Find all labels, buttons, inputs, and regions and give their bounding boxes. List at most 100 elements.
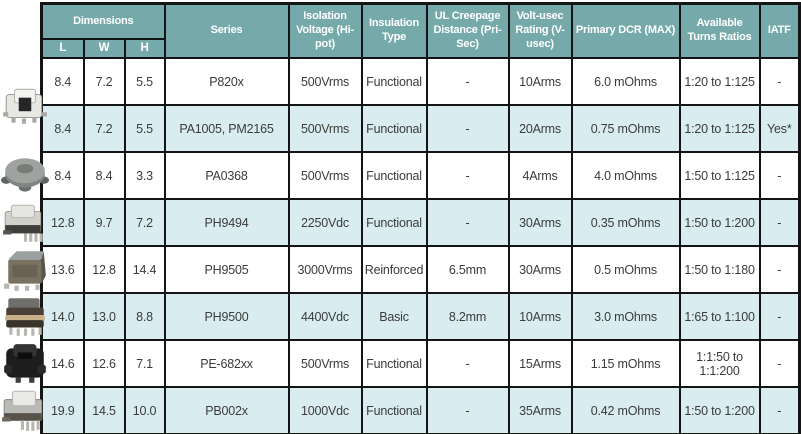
col-header-dimensions: Dimensions xyxy=(40,2,166,40)
cell-creepage: - xyxy=(425,386,510,434)
cell-width: 7.2 xyxy=(82,104,126,153)
cell-insulation: Functional xyxy=(360,386,428,434)
cell-voltusec: 15Arms xyxy=(507,339,573,388)
table-row: 14.6 12.6 7.1 PE-682xx 500Vrms Functiona… xyxy=(40,339,801,388)
stacked-transformer-photo-icon xyxy=(1,292,49,340)
smd-transformer-photo-icon xyxy=(0,386,48,434)
cell-iatf: - xyxy=(758,386,801,434)
cell-iatf: - xyxy=(758,198,801,247)
cell-series: PA0368 xyxy=(163,151,290,200)
cell-isolation: 2250Vdc xyxy=(287,198,363,247)
cell-iatf: - xyxy=(758,151,801,200)
cell-height: 3.3 xyxy=(123,151,166,200)
col-header-volt-usec: Volt-usec Rating (V-usec) xyxy=(507,2,573,59)
cell-insulation: Functional xyxy=(360,151,428,200)
cell-ratios: 1:50 to 1:200 xyxy=(678,198,761,247)
cell-height: 14.4 xyxy=(123,245,166,294)
cell-length: 12.8 xyxy=(40,198,85,247)
cell-dcr: 0.75 mOhms xyxy=(570,104,681,153)
cell-height: 8.8 xyxy=(123,292,166,341)
cell-dcr: 0.5 mOhms xyxy=(570,245,681,294)
cell-voltusec: 30Arms xyxy=(507,198,573,247)
cell-series: PA1005, PM2165 xyxy=(163,104,290,153)
col-header-insulation-type: Insulation Type xyxy=(360,2,428,59)
table-row: 13.6 12.8 14.4 PH9505 3000Vrms Reinforce… xyxy=(40,245,801,294)
cell-isolation: 500Vrms xyxy=(287,151,363,200)
cell-dcr: 0.42 mOhms xyxy=(570,386,681,434)
cell-ratios: 1:20 to 1:125 xyxy=(678,57,761,106)
cell-ratios: 1:20 to 1:125 xyxy=(678,104,761,153)
col-header-turns-ratios: Available Turns Ratios xyxy=(678,2,761,59)
cell-height: 7.2 xyxy=(123,198,166,247)
table-row: 8.4 7.2 5.5 P820x 500Vrms Functional - 1… xyxy=(40,57,801,106)
cell-width: 12.6 xyxy=(82,339,126,388)
cell-width: 7.2 xyxy=(82,57,126,106)
cell-dcr: 0.35 mOhms xyxy=(570,198,681,247)
cell-width: 8.4 xyxy=(82,151,126,200)
table-header: Dimensions Series Isolation Voltage (Hi-… xyxy=(40,2,801,59)
cell-isolation: 1000Vdc xyxy=(287,386,363,434)
col-header-series: Series xyxy=(163,2,290,59)
cell-isolation: 3000Vrms xyxy=(287,245,363,294)
col-header-primary-dcr: Primary DCR (MAX) xyxy=(570,2,681,59)
col-header-width: W xyxy=(82,38,126,59)
cell-length: 8.4 xyxy=(40,104,85,153)
cell-ratios: 1:65 to 1:100 xyxy=(678,292,761,341)
smd-transformer-photo-icon xyxy=(1,82,49,130)
cell-creepage: - xyxy=(425,339,510,388)
smd-transformer-photo-icon xyxy=(2,246,50,294)
cell-isolation: 4400Vdc xyxy=(287,292,363,341)
cell-voltusec: 10Arms xyxy=(507,57,573,106)
table-row: 14.0 13.0 8.8 PH9500 4400Vdc Basic 8.2mm… xyxy=(40,292,801,341)
cell-length: 8.4 xyxy=(40,151,85,200)
cell-ratios: 1:1:50 to 1:1:200 xyxy=(678,339,761,388)
cell-height: 7.1 xyxy=(123,339,166,388)
cell-length: 13.6 xyxy=(40,245,85,294)
pot-core-transformer-photo-icon xyxy=(1,152,49,200)
col-header-ul-creepage: UL Creepage Distance (Pri-Sec) xyxy=(425,2,510,59)
cell-insulation: Functional xyxy=(360,57,428,106)
cell-dcr: 1.15 mOhms xyxy=(570,339,681,388)
cell-insulation: Functional xyxy=(360,104,428,153)
cell-dcr: 3.0 mOhms xyxy=(570,292,681,341)
product-photo-column xyxy=(0,0,52,434)
cell-width: 9.7 xyxy=(82,198,126,247)
cell-creepage: - xyxy=(425,57,510,106)
cell-voltusec: 10Arms xyxy=(507,292,573,341)
cell-isolation: 500Vrms xyxy=(287,339,363,388)
col-header-iatf: IATF xyxy=(758,2,801,59)
cell-iatf: - xyxy=(758,57,801,106)
cell-creepage: 8.2mm xyxy=(425,292,510,341)
cell-width: 14.5 xyxy=(82,386,126,434)
cell-length: 14.0 xyxy=(40,292,85,341)
cell-creepage: - xyxy=(425,104,510,153)
cell-series: PH9494 xyxy=(163,198,290,247)
cell-series: P820x xyxy=(163,57,290,106)
cell-height: 5.5 xyxy=(123,104,166,153)
cell-creepage: - xyxy=(425,198,510,247)
table-row: 19.9 14.5 10.0 PB002x 1000Vdc Functional… xyxy=(40,386,801,434)
table-row: 8.4 8.4 3.3 PA0368 500Vrms Functional - … xyxy=(40,151,801,200)
cell-insulation: Functional xyxy=(360,339,428,388)
cell-width: 13.0 xyxy=(82,292,126,341)
cell-dcr: 4.0 mOhms xyxy=(570,151,681,200)
product-comparison-table: Dimensions Series Isolation Voltage (Hi-… xyxy=(40,2,801,434)
col-header-isolation-voltage: Isolation Voltage (Hi-pot) xyxy=(287,2,363,59)
cell-length: 14.6 xyxy=(40,339,85,388)
smd-transformer-photo-icon xyxy=(1,199,49,247)
cell-voltusec: 20Arms xyxy=(507,104,573,153)
cell-series: PH9500 xyxy=(163,292,290,341)
col-header-length: L xyxy=(40,38,85,59)
cell-voltusec: 4Arms xyxy=(507,151,573,200)
cell-iatf: - xyxy=(758,292,801,341)
cell-series: PH9505 xyxy=(163,245,290,294)
cell-insulation: Basic xyxy=(360,292,428,341)
cell-creepage: 6.5mm xyxy=(425,245,510,294)
cell-creepage: - xyxy=(425,151,510,200)
cell-length: 8.4 xyxy=(40,57,85,106)
cell-height: 10.0 xyxy=(123,386,166,434)
cell-dcr: 6.0 mOhms xyxy=(570,57,681,106)
cell-length: 19.9 xyxy=(40,386,85,434)
table-row: 12.8 9.7 7.2 PH9494 2250Vdc Functional -… xyxy=(40,198,801,247)
